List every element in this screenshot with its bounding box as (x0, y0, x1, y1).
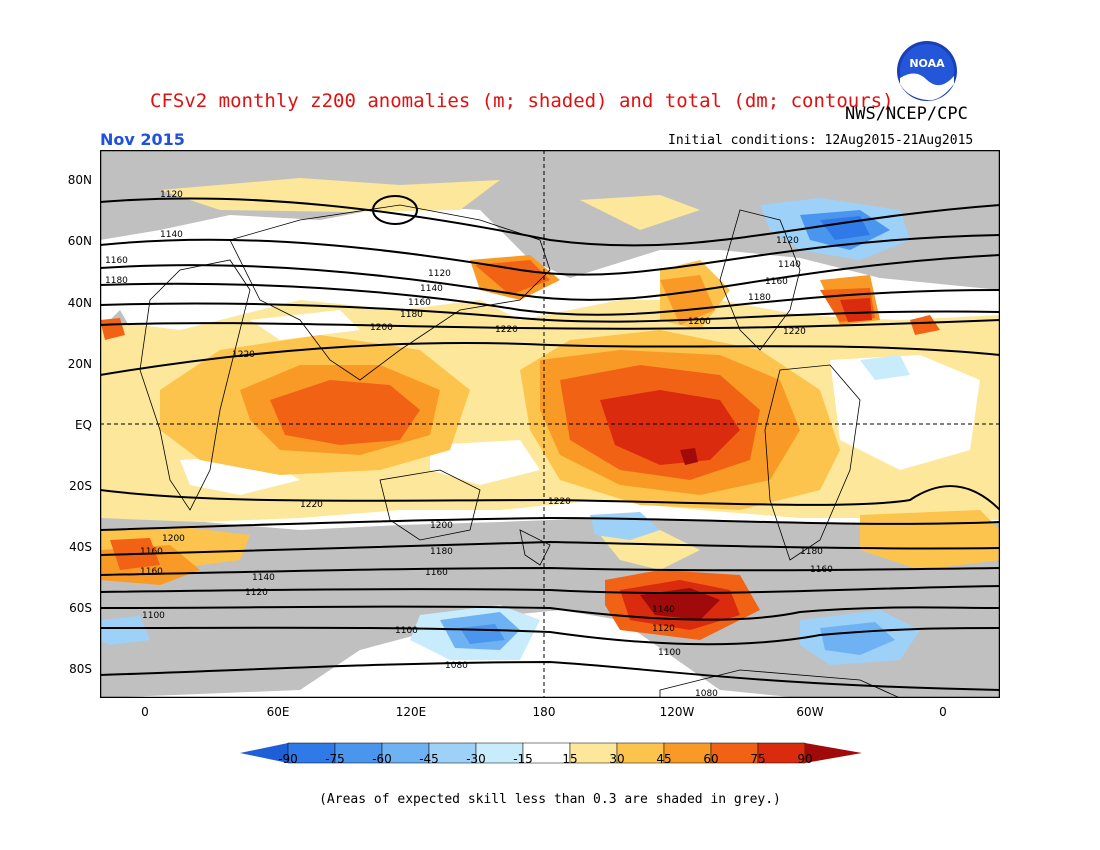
colorbar-arrow-left (240, 743, 288, 763)
contour-label: 1160 (765, 277, 788, 287)
skill-footnote: (Areas of expected skill less than 0.3 a… (319, 792, 781, 807)
lat-label-40s: 40S (69, 540, 92, 554)
contour-labels: 1120 1140 1160 1180 1120 1140 1160 1180 … (105, 190, 833, 699)
contour-label: 1180 (430, 547, 453, 557)
contour-label: 1180 (800, 547, 823, 557)
contour-label: 1080 (695, 689, 718, 698)
colorbar-tick: 75 (750, 752, 766, 766)
lon-label-0-east: 0 (939, 705, 947, 719)
contour-label: 1220 (300, 500, 323, 510)
contour-label: 1080 (445, 661, 468, 671)
lat-label-eq: EQ (74, 418, 92, 432)
contour-label: 1200 (370, 323, 393, 333)
contour-label: 1120 (245, 588, 268, 598)
height-contours (99, 195, 1001, 691)
lon-label-120e: 120E (395, 705, 427, 719)
lon-label-0: 0 (141, 705, 149, 719)
colorbar-tick: -45 (419, 752, 439, 766)
noaa-logo-text: NOAA (909, 57, 945, 70)
contour-label: 1220 (495, 325, 518, 335)
lat-label-20n: 20N (67, 357, 92, 371)
contour-label: 1180 (400, 310, 423, 320)
map-canvas: 1120 1140 1160 1180 1120 1140 1160 1180 … (99, 149, 1001, 699)
colorbar-tick: -90 (278, 752, 298, 766)
lon-label-120w: 120W (659, 705, 695, 719)
contour-label: 1220 (783, 327, 806, 337)
contour-label: 1100 (395, 626, 418, 636)
initial-conditions-label: Initial conditions: 12Aug2015-21Aug2015 (668, 133, 974, 148)
contour-label: 1160 (408, 298, 431, 308)
colorbar (240, 742, 862, 764)
colorbar-tick: -60 (372, 752, 392, 766)
contour-label: 1220 (232, 350, 255, 360)
lon-label-180: 180 (532, 705, 556, 719)
contour-label: 1160 (810, 565, 833, 575)
contour-label: 1140 (778, 260, 801, 270)
contour-label: 1120 (776, 236, 799, 246)
forecast-month: Nov 2015 (100, 130, 185, 149)
lon-label-60w: 60W (796, 705, 824, 719)
colorbar-tick: -75 (325, 752, 345, 766)
agency-label: NWS/NCEP/CPC (845, 104, 968, 124)
contour-label: 1200 (162, 534, 185, 544)
anomaly-near-zero (180, 310, 980, 495)
contour-label: 1140 (420, 284, 443, 294)
contour-label: 1180 (105, 276, 128, 286)
contour-label: 1120 (652, 624, 675, 634)
lat-label-80n: 80N (67, 173, 92, 187)
contour-label: 1120 (428, 269, 451, 279)
colorbar-tick: 45 (656, 752, 672, 766)
colorbar-tick: -15 (513, 752, 533, 766)
contour-label: 1120 (160, 190, 183, 200)
lat-label-60n: 60N (67, 234, 92, 248)
colorbar-tick: 30 (609, 752, 625, 766)
lat-label-20s: 20S (69, 479, 92, 493)
colorbar-tick: 90 (797, 752, 813, 766)
contour-label: 1140 (252, 573, 275, 583)
contour-label: 1140 (160, 230, 183, 240)
contour-label: 1220 (548, 497, 571, 507)
contour-label: 1140 (652, 605, 675, 615)
lon-label-60e: 60E (266, 705, 290, 719)
colorbar-arrow-right (805, 743, 862, 763)
lat-label-80s: 80S (69, 662, 92, 676)
contour-label: 1180 (748, 293, 771, 303)
contour-label: 1200 (430, 521, 453, 531)
contour-label: 1160 (140, 567, 163, 577)
figure-title: CFSv2 monthly z200 anomalies (m; shaded)… (150, 90, 894, 112)
anomaly-above-90 (640, 448, 720, 620)
lat-label-40n: 40N (67, 296, 92, 310)
lat-label-60s: 60S (69, 601, 92, 615)
contour-label: 1160 (425, 568, 448, 578)
colorbar-tick: -30 (466, 752, 486, 766)
contour-label: 1160 (105, 256, 128, 266)
contour-label: 1200 (688, 317, 711, 327)
noaa-logo-icon: NOAA (897, 41, 957, 101)
colorbar-tick: 15 (562, 752, 578, 766)
contour-label: 1100 (658, 648, 681, 658)
contour-label: 1160 (140, 547, 163, 557)
map-border (99, 149, 1001, 699)
contour-label: 1100 (142, 611, 165, 621)
colorbar-tick: 60 (703, 752, 719, 766)
anomaly-map: 1120 1140 1160 1180 1120 1140 1160 1180 … (99, 149, 1001, 699)
